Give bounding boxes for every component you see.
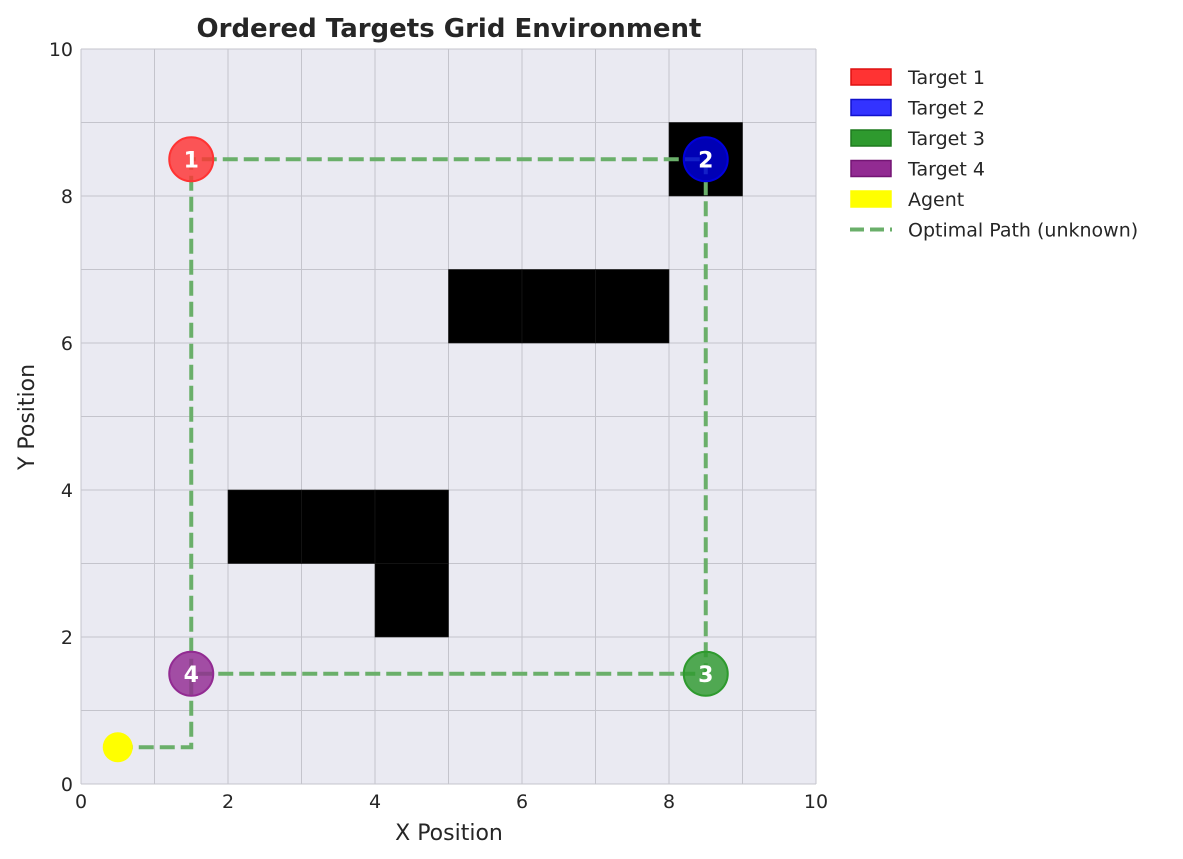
legend-swatch [850, 68, 892, 86]
target-label-4: 4 [184, 663, 199, 688]
markers: 1 2 3 4 [102, 136, 729, 763]
y-tick-label: 2 [61, 627, 73, 649]
obstacle-cell [227, 489, 302, 564]
legend-label: Target 3 [907, 128, 985, 150]
optimal-path [117, 157, 708, 750]
target-label-3: 3 [698, 663, 713, 688]
x-tick-label: 2 [222, 791, 234, 813]
obstacle-cell [595, 269, 670, 344]
obstacle-cell [448, 269, 523, 344]
obstacle-cell [301, 489, 376, 564]
target-marker-1 [168, 136, 215, 183]
obstacles [227, 122, 743, 638]
y-tick-label: 4 [61, 480, 73, 502]
legend-label: Target 4 [907, 159, 985, 181]
y-tick-label: 0 [61, 774, 73, 796]
x-tick-label: 4 [369, 791, 381, 813]
target-marker-4 [168, 650, 215, 697]
obstacle-cell [521, 269, 596, 344]
obstacle-cell [374, 563, 449, 638]
y-tick-label: 10 [49, 39, 73, 61]
target-label-2: 2 [698, 148, 713, 173]
y-tick-label: 8 [61, 186, 73, 208]
x-tick-label: 10 [804, 791, 828, 813]
x-tick-label: 6 [516, 791, 528, 813]
tick-labels: 0 2 4 6 8 10 0 2 4 6 8 10 [49, 39, 828, 813]
x-tick-label: 8 [663, 791, 675, 813]
target-marker-2 [682, 136, 729, 183]
legend: Target 1 Target 2 Target 3 Target 4 Agent Opt… [850, 67, 1138, 242]
legend-label: Agent [908, 189, 964, 211]
legend-label: Target 2 [907, 98, 985, 120]
legend-label: Optimal Path (unknown) [908, 220, 1138, 242]
y-tick-label: 6 [61, 333, 73, 355]
x-tick-label: 0 [75, 791, 87, 813]
chart-title: Ordered Targets Grid Environment [197, 14, 702, 44]
y-axis-label: Y Position [15, 364, 40, 471]
obstacle-cell [374, 489, 449, 564]
x-axis-label: X Position [395, 821, 503, 846]
path-line [117, 157, 708, 750]
legend-swatch [850, 129, 892, 147]
agent-marker [102, 732, 133, 763]
target-marker-3 [682, 650, 729, 697]
legend-swatch [850, 159, 892, 178]
target-label-1: 1 [184, 148, 199, 173]
legend-swatch [850, 98, 892, 117]
legend-label: Target 1 [907, 67, 985, 89]
legend-swatch [850, 190, 892, 208]
